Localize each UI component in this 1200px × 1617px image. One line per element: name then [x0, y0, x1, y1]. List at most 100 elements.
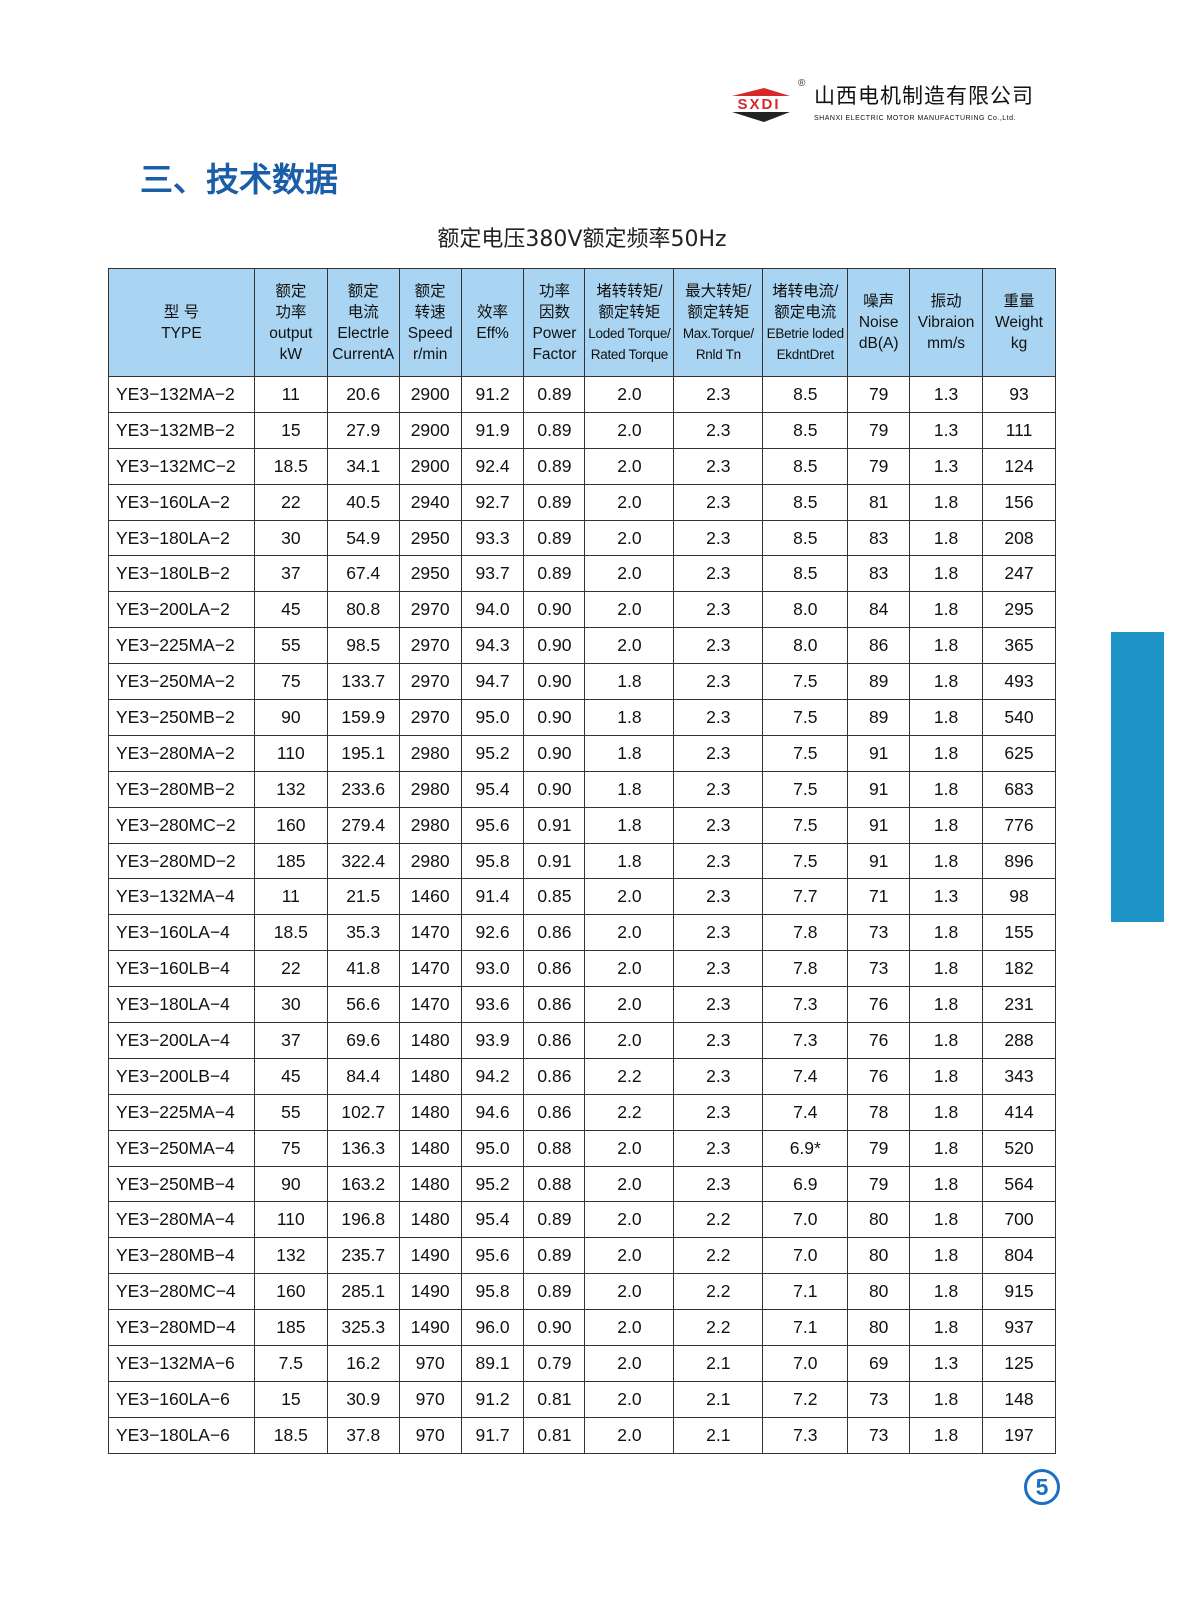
table-cell: 95.6	[460, 806, 525, 844]
table-cell: 1.8	[909, 770, 984, 808]
table-cell: 2.1	[673, 1380, 764, 1418]
table-cell: 414	[982, 1093, 1056, 1131]
column-header-line: Factor	[532, 345, 577, 363]
table-cell: 1.8	[909, 1129, 984, 1167]
table-cell: 7.3	[762, 986, 849, 1024]
table-row: YE3−250MA−2 75 133.7 2970 94.7 0.90 1.8 2.3 7.5 8…	[108, 663, 1056, 701]
table-cell: 7.3	[762, 1416, 849, 1454]
table-cell: 91.4	[460, 878, 525, 916]
company-logo: SXDI ® 山西电机制造有限公司 SHANXI ELECTRIC MOTOR …	[724, 78, 1044, 134]
table-cell: 1.8	[909, 1273, 984, 1311]
motor-type-cell: YE3−132MA−6	[108, 1345, 255, 1382]
table-cell: 7.5	[762, 699, 849, 736]
table-cell: 0.89	[523, 1201, 586, 1239]
table-cell: 1.8	[909, 1309, 984, 1347]
table-cell: 279.4	[326, 806, 400, 844]
table-cell: 1.3	[909, 878, 984, 916]
table-cell: 1.8	[909, 734, 984, 772]
table-cell: 37	[253, 555, 328, 593]
table-cell: 0.86	[523, 950, 586, 988]
motor-type-cell: YE3−250MB−4	[108, 1165, 255, 1203]
table-cell: 80.8	[326, 591, 400, 629]
table-cell: 94.7	[460, 663, 525, 701]
table-cell: 95.4	[460, 1201, 525, 1239]
table-row: YE3−160LB−4 22 41.8 1470 93.0 0.86 2.0 2.3 7.8 73…	[108, 950, 1056, 988]
column-header-line: kg	[1010, 335, 1028, 352]
table-cell: 2980	[398, 842, 462, 880]
column-header-line: 功率	[538, 282, 570, 300]
table-cell: 80	[847, 1273, 911, 1311]
table-cell: 2.3	[673, 1129, 764, 1167]
table-cell: 1.3	[909, 447, 984, 485]
table-cell: 6.9	[762, 1165, 849, 1203]
table-cell: 93.0	[460, 950, 525, 988]
table-cell: 7.8	[762, 914, 849, 952]
column-header-line: Eff%	[476, 324, 509, 342]
table-cell: 0.90	[523, 627, 586, 665]
table-cell: 1.8	[909, 1201, 984, 1239]
motor-type-cell: YE3−180LA−4	[108, 986, 255, 1024]
table-row: YE3−180LA−2 30 54.9 2950 93.3 0.89 2.0 2.3 8.5 83…	[108, 519, 1056, 557]
table-cell: 30	[253, 519, 328, 557]
table-row: YE3−180LA−6 18.5 37.8 970 91.7 0.81 2.0 2.1 7.3 7…	[108, 1416, 1056, 1454]
table-cell: 0.86	[523, 1093, 586, 1131]
table-cell: 133.7	[326, 663, 400, 701]
column-header: 额定 功率 output kW	[253, 268, 328, 377]
table-cell: 1460	[398, 878, 462, 916]
table-cell: 20.6	[326, 376, 400, 413]
column-header: 堵转电流/额定电流 EBetrie loded EkdntDret	[762, 268, 849, 377]
table-cell: 1480	[398, 1022, 462, 1059]
table-cell: 196.8	[326, 1201, 400, 1239]
table-cell: 56.6	[326, 986, 400, 1024]
table-cell: 80	[847, 1309, 911, 1347]
column-header-line: 电流	[347, 303, 379, 321]
sxdi-logo-mark: SXDI	[726, 88, 792, 122]
table-row: YE3−132MA−4 11 21.5 1460 91.4 0.85 2.0 2.3 7.7 71…	[108, 878, 1056, 916]
table-cell: 185	[253, 842, 328, 880]
table-cell: 1.8	[909, 699, 984, 736]
table-cell: 2.0	[584, 591, 675, 629]
table-cell: 564	[982, 1165, 1056, 1203]
table-cell: 2.3	[673, 1165, 764, 1203]
table-cell: 102.7	[326, 1093, 400, 1131]
table-cell: 7.2	[762, 1380, 849, 1418]
table-cell: 0.90	[523, 1309, 586, 1347]
table-cell: 2.0	[584, 914, 675, 952]
table-cell: 0.89	[523, 519, 586, 557]
column-header-line: Power	[532, 324, 577, 342]
table-cell: 79	[847, 376, 911, 413]
table-cell: 35.3	[326, 914, 400, 952]
table-cell: 1.8	[909, 519, 984, 557]
table-cell: 493	[982, 663, 1056, 701]
motor-type-cell: YE3−280MB−2	[108, 770, 255, 808]
table-cell: 124	[982, 447, 1056, 485]
table-row: YE3−280MB−2 132 233.6 2980 95.4 0.90 1.8 2.3 7.5…	[108, 770, 1056, 808]
table-cell: 84	[847, 591, 911, 629]
table-cell: 2950	[398, 519, 462, 557]
table-cell: 22	[253, 950, 328, 988]
column-header-line: EBetrie loded	[766, 325, 844, 341]
table-cell: 2.1	[673, 1345, 764, 1382]
column-header-line: Loded Torque/	[588, 325, 671, 341]
motor-type-cell: YE3−160LA−4	[108, 914, 255, 952]
table-cell: 7.5	[762, 770, 849, 808]
table-cell: 37.8	[326, 1416, 400, 1454]
motor-type-cell: YE3−225MA−2	[108, 627, 255, 665]
column-header-line: 额定转矩	[598, 303, 661, 321]
column-header: 最大转矩/额定转矩 Max.Torque/Rnld Tn	[673, 268, 764, 377]
column-header-line: Speed	[407, 324, 453, 342]
table-cell: 7.5	[762, 663, 849, 701]
table-cell: 325.3	[326, 1309, 400, 1347]
table-cell: 79	[847, 1129, 911, 1167]
table-cell: 1.8	[909, 483, 984, 521]
column-header-line: Vibraion	[917, 314, 975, 331]
column-header: 振动 Vibraion mm/s	[909, 268, 984, 377]
column-header: 重量 Weight kg	[982, 268, 1056, 377]
table-cell: 0.86	[523, 1057, 586, 1095]
table-cell: 2.3	[673, 1022, 764, 1059]
table-cell: 34.1	[326, 447, 400, 485]
table-cell: 2970	[398, 663, 462, 701]
table-cell: 2.0	[584, 1309, 675, 1347]
table-cell: 8.5	[762, 519, 849, 557]
table-cell: 94.3	[460, 627, 525, 665]
